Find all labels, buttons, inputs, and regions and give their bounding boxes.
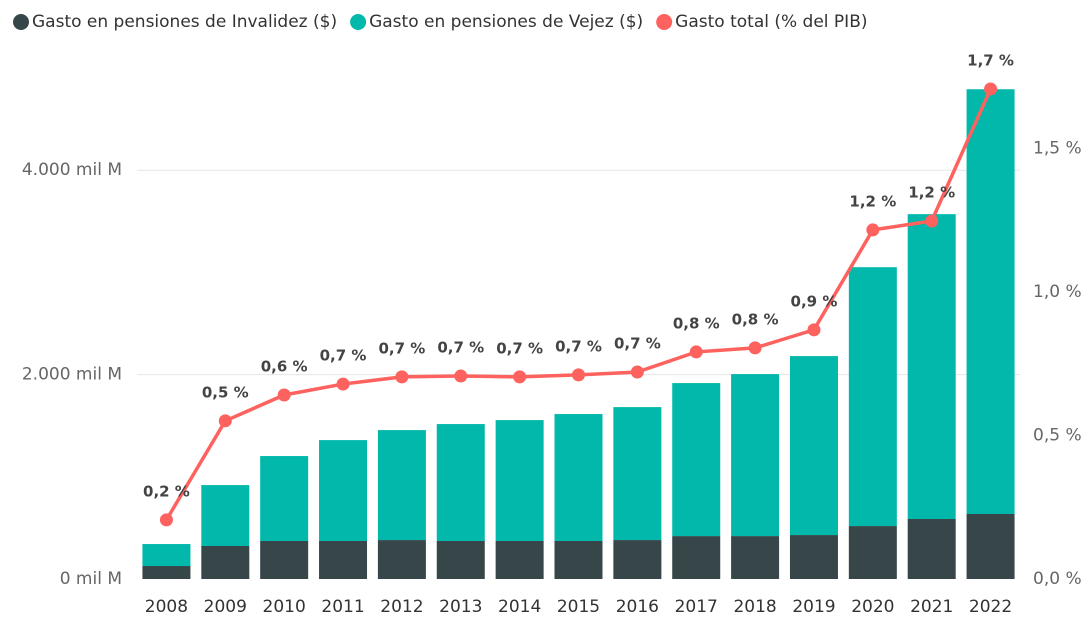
bar [142, 544, 191, 567]
point [807, 323, 821, 337]
x-tick-label: 2017 [675, 597, 718, 617]
point [454, 369, 468, 383]
y-tick-label: 2.000 mil M [22, 365, 122, 385]
data-label: 1,2 % [908, 184, 955, 202]
legend-label: Gasto en pensiones de Vejez ($) [369, 12, 643, 32]
legend-label: Gasto total (% del PIB) [675, 12, 867, 32]
data-label: 0,7 % [437, 339, 484, 357]
bar [554, 540, 603, 579]
point [218, 414, 232, 428]
data-label: 0,7 % [320, 347, 367, 365]
point [513, 370, 527, 384]
bar [613, 540, 662, 579]
data-label: 0,8 % [673, 314, 720, 332]
bar [436, 540, 485, 579]
bar [848, 267, 897, 527]
bar [201, 485, 250, 546]
data-label: 0,7 % [555, 337, 602, 355]
y2-tick-label: 1,0 % [1033, 282, 1082, 302]
x-tick-label: 2009 [204, 597, 247, 617]
bar [907, 519, 956, 579]
bar [848, 526, 897, 579]
bar [966, 514, 1015, 579]
bar [672, 536, 721, 579]
data-label: 1,2 % [849, 192, 896, 210]
legend-label: Gasto en pensiones de Invalidez ($) [32, 12, 337, 32]
data-label: 0,2 % [143, 482, 190, 500]
data-label: 1,7 % [967, 51, 1014, 69]
bar [377, 540, 426, 579]
bar [554, 414, 603, 541]
x-tick-label: 2020 [851, 597, 894, 617]
bar [260, 456, 309, 541]
x-tick-label: 2016 [616, 597, 659, 617]
bar [319, 540, 368, 579]
bar [966, 89, 1015, 515]
x-tick-label: 2021 [910, 597, 953, 617]
data-label: 0,7 % [614, 335, 661, 353]
bar [907, 214, 956, 520]
point [159, 513, 173, 527]
y2-tick-label: 0,5 % [1033, 425, 1082, 445]
bar [377, 430, 426, 541]
bar [731, 536, 780, 579]
y-tick-label: 4.000 mil M [22, 160, 122, 180]
x-tick-label: 2015 [557, 597, 600, 617]
bar [436, 424, 485, 541]
point [277, 388, 291, 402]
point [925, 214, 939, 228]
data-label: 0,7 % [378, 339, 425, 357]
y2-tick-label: 0,0 % [1033, 569, 1082, 589]
bar [142, 566, 191, 579]
y-tick-label: 0 mil M [60, 569, 122, 589]
y2-tick-label: 1,5 % [1033, 138, 1082, 158]
point [866, 223, 880, 237]
x-tick-label: 2011 [321, 597, 364, 617]
bar [495, 420, 544, 541]
point [336, 377, 350, 391]
x-tick-label: 2012 [380, 597, 423, 617]
bar [260, 540, 309, 579]
legend-marker [13, 14, 29, 30]
bar [613, 407, 662, 541]
legend-marker [350, 14, 367, 30]
data-label: 0,9 % [791, 292, 838, 310]
point [572, 368, 585, 382]
data-label: 0,7 % [496, 339, 543, 357]
x-tick-label: 2008 [145, 597, 188, 617]
point [630, 365, 644, 379]
x-tick-label: 2013 [439, 597, 482, 617]
bar [789, 356, 838, 536]
point [689, 345, 703, 359]
bar [731, 374, 780, 537]
bar [319, 440, 368, 541]
point [395, 370, 409, 384]
data-label: 0,5 % [202, 383, 249, 401]
x-tick-label: 2022 [969, 597, 1012, 617]
bar [495, 540, 544, 579]
point [984, 82, 998, 96]
data-label: 0,6 % [261, 357, 308, 375]
x-tick-label: 2019 [792, 597, 835, 617]
legend-marker [656, 14, 673, 30]
point [748, 341, 762, 355]
x-tick-label: 2018 [733, 597, 776, 617]
bar [789, 535, 838, 579]
x-tick-label: 2014 [498, 597, 541, 617]
data-label: 0,8 % [732, 310, 779, 328]
x-tick-label: 2010 [263, 597, 306, 617]
bar [201, 545, 250, 579]
bar [672, 383, 721, 537]
